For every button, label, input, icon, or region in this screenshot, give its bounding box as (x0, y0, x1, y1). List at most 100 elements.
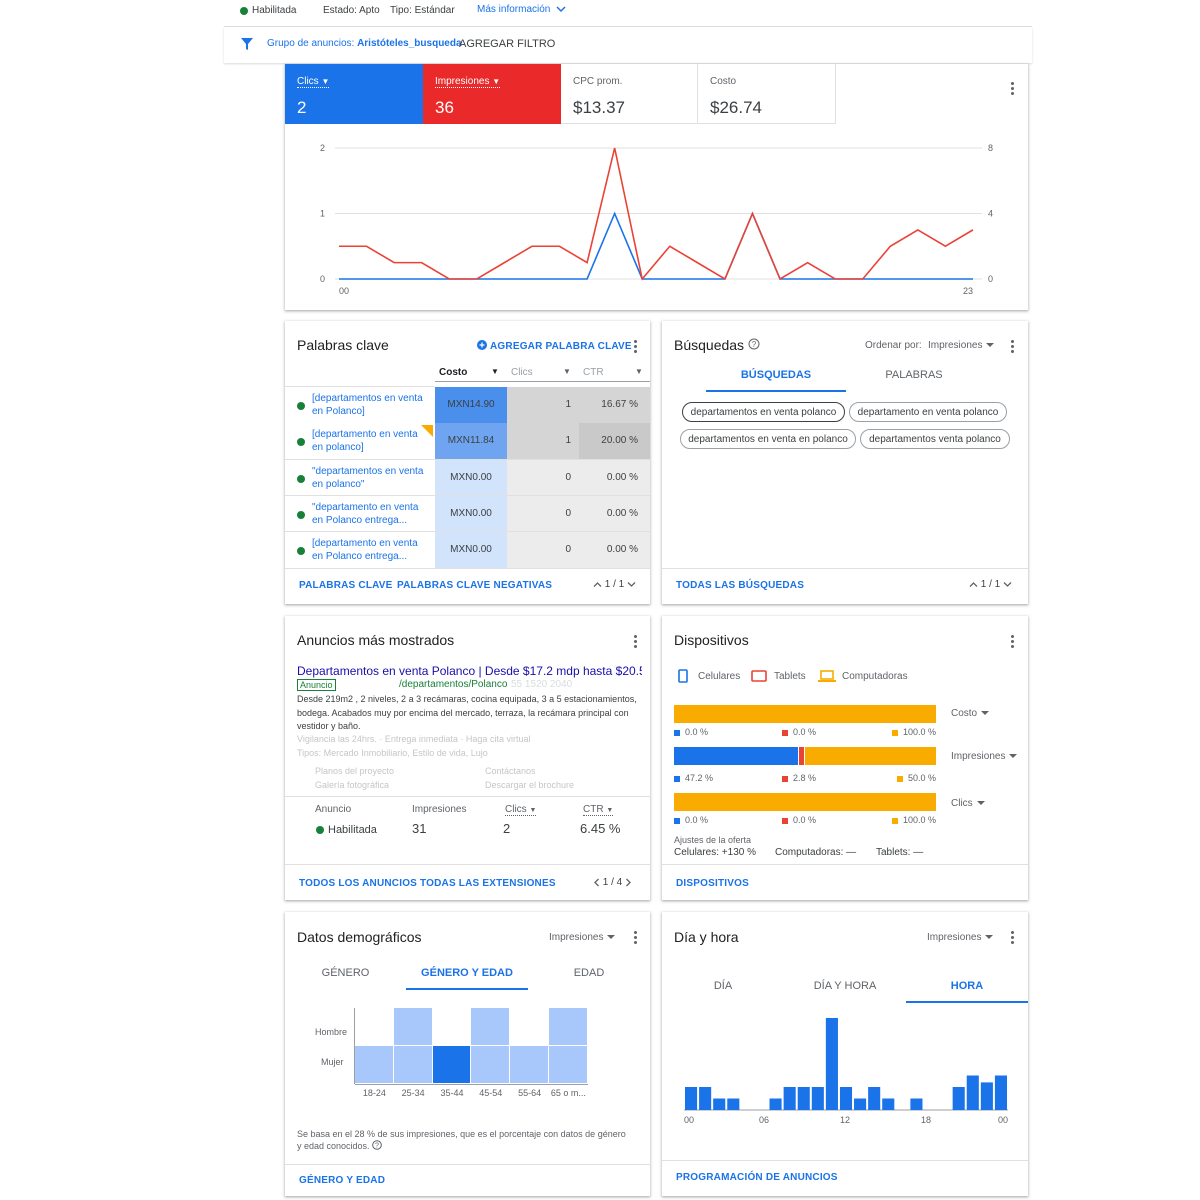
help-icon[interactable]: ? (372, 1140, 382, 1150)
keyword-text[interactable]: [departamento en venta en polanco] (312, 429, 418, 453)
ad-schedule-link[interactable]: PROGRAMACIÓN DE ANUNCIOS (676, 1172, 838, 1183)
heatmap-cell[interactable] (393, 1046, 432, 1083)
table-row[interactable]: "departamento en venta en Polanco entreg… (285, 495, 650, 532)
tab-dia[interactable]: DÍA (713, 980, 733, 992)
heatmap-cell[interactable] (432, 1008, 471, 1045)
keyword-cost: MXN11.84 (435, 423, 507, 459)
all-extensions-link[interactable]: TODAS LAS EXTENSIONES (420, 878, 556, 889)
hour-bar (727, 1098, 740, 1110)
metric-costo[interactable]: Costo $26.74 (698, 64, 836, 124)
device-percent-label: 100.0 % (891, 727, 936, 737)
heatmap-cell[interactable] (471, 1046, 510, 1083)
chevron-up-icon[interactable] (593, 581, 602, 588)
legend-square (674, 817, 680, 824)
laptop-icon (818, 670, 836, 682)
age-tick-label: 65 o m... (550, 1088, 586, 1098)
more-vert-icon[interactable] (634, 931, 638, 946)
heatmap-cell[interactable] (510, 1008, 548, 1045)
legend-square (674, 729, 680, 736)
more-vert-icon[interactable] (1011, 635, 1015, 650)
heatmap-cell[interactable] (355, 1046, 393, 1083)
chevron-right-icon[interactable] (625, 878, 632, 887)
hour-bar (783, 1087, 796, 1110)
stat-header-ctr[interactable]: CTR ▼ (583, 804, 614, 816)
hour-bar (699, 1087, 712, 1110)
search-chip[interactable]: departamentos en venta polanco (682, 402, 845, 422)
keyword-clicks: 0 (507, 532, 579, 568)
table-row[interactable]: [departamento en venta en Polanco entreg… (285, 531, 650, 568)
ad-headline[interactable]: Departamentos en venta Polanco | Desde $… (297, 664, 642, 678)
table-row[interactable]: [departamentos en venta en Polanco] MXN1… (285, 387, 650, 423)
metric-dropdown-clics[interactable]: Clics (951, 798, 985, 809)
metric-impresiones[interactable]: Impresiones ▼ 36 (423, 64, 561, 124)
keyword-text[interactable]: [departamento en venta en Polanco entreg… (312, 538, 418, 562)
tab-palabras[interactable]: PALABRAS (885, 369, 943, 381)
col-clics[interactable]: Clics ▼ (511, 367, 571, 378)
tab-genero-edad[interactable]: GÉNERO Y EDAD (421, 967, 513, 979)
keywords-link[interactable]: PALABRAS CLAVE (299, 580, 393, 591)
device-percent-label: 0.0 % (782, 815, 816, 825)
tab-dia-hora[interactable]: DÍA Y HORA (813, 980, 877, 992)
tab-genero[interactable]: GÉNERO (321, 967, 370, 979)
metric-impresiones-label: Impresiones ▼ (435, 76, 501, 88)
keyword-text[interactable]: [departamentos en venta en Polanco] (312, 393, 423, 417)
tab-edad[interactable]: EDAD (573, 967, 605, 979)
percent-text: 0.0 % (793, 815, 817, 825)
age-tick-label: 55-64 (518, 1088, 542, 1098)
heatmap-cell[interactable] (471, 1008, 510, 1045)
search-chip[interactable]: departamentos en venta en polanco (680, 429, 856, 449)
add-keyword-button[interactable]: AGREGAR PALABRA CLAVE (477, 340, 632, 352)
heatmap-cell[interactable] (393, 1008, 432, 1045)
col-costo[interactable]: Costo ▼ (439, 367, 499, 378)
heatmap-cell[interactable] (549, 1008, 587, 1045)
search-chip[interactable]: departamentos venta polanco (860, 429, 1010, 449)
more-vert-icon[interactable] (634, 340, 638, 355)
hour-bar (685, 1087, 698, 1110)
more-vert-icon[interactable] (634, 635, 638, 650)
tab-busquedas[interactable]: BÚSQUEDAS (740, 369, 812, 381)
keyword-text[interactable]: "departamento en venta en Polanco entreg… (312, 502, 419, 526)
tab-hora[interactable]: HORA (950, 980, 984, 992)
all-ads-link[interactable]: TODOS LOS ANUNCIOS (299, 878, 418, 889)
table-row[interactable]: "departamentos en venta en polanco" MXN0… (285, 459, 650, 496)
heatmap-cell[interactable] (355, 1008, 393, 1045)
legend-computadoras: Computadoras (842, 671, 908, 682)
svg-text:?: ? (752, 340, 757, 349)
sort-dropdown[interactable]: Impresiones (928, 340, 995, 351)
keyword-text[interactable]: "departamentos en venta en polanco" (312, 466, 424, 490)
metric-dropdown[interactable]: Impresiones (927, 932, 994, 943)
devices-link[interactable]: DISPOSITIVOS (676, 878, 749, 889)
heatmap-cell[interactable] (549, 1046, 587, 1083)
more-info-link[interactable]: Más información (477, 4, 566, 15)
search-chip[interactable]: departamento en venta polanco (849, 402, 1007, 422)
device-bar-segment (674, 705, 936, 723)
metric-clics[interactable]: Clics ▼ 2 (285, 64, 423, 124)
metric-costo-label: Costo (710, 76, 737, 87)
table-row[interactable]: [departamento en venta en polanco] MXN11… (285, 423, 650, 459)
col-ctr[interactable]: CTR ▼ (583, 367, 643, 378)
metric-cpc[interactable]: CPC prom. $13.37 (561, 64, 698, 124)
gender-age-link[interactable]: GÉNERO Y EDAD (299, 1175, 386, 1186)
metric-dropdown-costo[interactable]: Costo (951, 708, 990, 719)
all-searches-link[interactable]: TODAS LAS BÚSQUEDAS (676, 580, 805, 591)
metric-dropdown-impresiones[interactable]: Impresiones (951, 751, 1018, 762)
more-vert-icon[interactable] (1011, 82, 1015, 97)
filter-value: Aristóteles_busqueda (357, 38, 462, 49)
add-filter-button[interactable]: AGREGAR FILTRO (459, 38, 556, 50)
heatmap-cell[interactable] (432, 1046, 471, 1083)
left-tick-label: 1 (320, 209, 325, 219)
filter-chip[interactable]: Grupo de anuncios: Aristóteles_busqueda (267, 38, 462, 49)
more-vert-icon[interactable] (1011, 340, 1015, 355)
more-vert-icon[interactable] (1011, 931, 1015, 946)
filter-icon[interactable] (240, 37, 254, 51)
metric-dropdown[interactable]: Impresiones (549, 932, 616, 943)
chevron-down-icon[interactable] (1003, 581, 1012, 588)
stat-header-clics[interactable]: Clics ▼ (505, 804, 537, 816)
chevron-down-icon[interactable] (627, 581, 636, 588)
row-label-hombre: Hombre (315, 1027, 348, 1037)
chevron-left-icon[interactable] (593, 878, 600, 887)
heatmap-cell[interactable] (510, 1046, 548, 1083)
chevron-up-icon[interactable] (969, 581, 978, 588)
negative-keywords-link[interactable]: PALABRAS CLAVE NEGATIVAS (397, 580, 553, 591)
help-icon[interactable]: ? (748, 338, 760, 350)
